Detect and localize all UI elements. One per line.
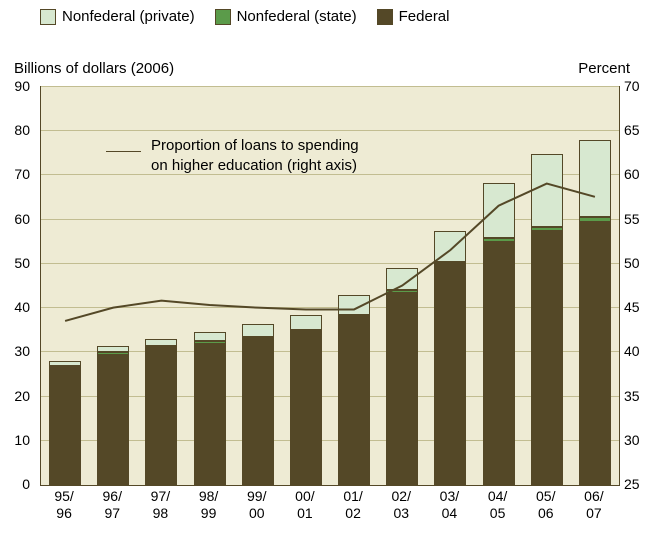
bar-segment-private [386,268,418,290]
x-tick-label: 98/ 99 [199,488,218,522]
x-tick-label: 03/ 04 [440,488,459,522]
x-tick-label: 97/ 98 [151,488,170,522]
bar-segment-private [49,361,81,365]
bar-segment-private [338,295,370,315]
bar-segment-state [145,346,177,348]
bar-segment-state [483,238,515,242]
x-tick-label: 06/ 07 [584,488,603,522]
legend: Nonfederal (private) Nonfederal (state) Fe… [40,8,449,25]
bar-segment-federal [145,348,177,485]
bar-segment-state [194,341,226,343]
y-tick-right: 50 [624,255,650,271]
y-tick-right: 55 [624,211,650,227]
bar-segment-state [434,262,466,264]
legend-label: Nonfederal (private) [62,8,195,25]
y-tick-right: 65 [624,122,650,138]
annotation-text: Proportion of loans to spending on highe… [151,136,359,177]
y-axis-right-title: Percent [578,60,630,77]
bar-segment-state [338,315,370,317]
legend-item: Federal [377,8,450,25]
y-tick-left: 30 [0,343,30,359]
bar-segment-state [531,227,563,231]
bar-segment-federal [338,317,370,485]
y-tick-right: 25 [624,476,650,492]
trend-line [65,184,595,321]
y-tick-right: 60 [624,166,650,182]
bar-segment-federal [290,332,322,485]
bar-segment-federal [194,344,226,486]
x-tick-label: 05/ 06 [536,488,555,522]
bar-segment-state [290,330,322,332]
x-tick-label: 04/ 05 [488,488,507,522]
x-tick-label: 00/ 01 [295,488,314,522]
y-tick-right: 70 [624,78,650,94]
bar-segment-private [242,324,274,337]
y-tick-left: 70 [0,166,30,182]
bar-segment-state [97,352,129,354]
legend-label: Federal [399,8,450,25]
bar-segment-federal [579,222,611,485]
bar-segment-private [290,315,322,330]
bar-segment-federal [242,339,274,485]
y-tick-left: 40 [0,299,30,315]
x-tick-label: 99/ 00 [247,488,266,522]
bar-segment-federal [483,242,515,485]
bar-segment-federal [531,231,563,485]
bar-segment-state [386,290,418,292]
y-axis-left-title: Billions of dollars (2006) [14,60,174,77]
bar-segment-private [483,183,515,238]
legend-label: Nonfederal (state) [237,8,357,25]
x-tick-label: 01/ 02 [343,488,362,522]
bar-segment-state [49,366,81,368]
legend-swatch [40,9,56,25]
y-tick-left: 60 [0,211,30,227]
x-tick-label: 95/ 96 [54,488,73,522]
gridline [41,86,619,87]
y-tick-right: 45 [624,299,650,315]
legend-item: Nonfederal (state) [215,8,357,25]
gridline [41,130,619,131]
x-tick-label: 96/ 97 [103,488,122,522]
bar-segment-federal [97,355,129,485]
bar-segment-private [145,339,177,346]
y-tick-left: 20 [0,388,30,404]
bar-segment-state [579,217,611,221]
bar-segment-federal [434,264,466,485]
y-tick-right: 35 [624,388,650,404]
legend-swatch [377,9,393,25]
legend-item: Nonfederal (private) [40,8,195,25]
bar-segment-private [97,346,129,353]
bar-segment-federal [49,368,81,485]
y-tick-left: 10 [0,432,30,448]
y-tick-left: 0 [0,476,30,492]
y-tick-left: 90 [0,78,30,94]
bar-segment-state [242,337,274,339]
y-tick-right: 40 [624,343,650,359]
bar-segment-private [579,140,611,217]
legend-swatch [215,9,231,25]
plot-area: Proportion of loans to spending on highe… [40,86,620,486]
y-tick-right: 30 [624,432,650,448]
y-tick-left: 80 [0,122,30,138]
y-tick-left: 50 [0,255,30,271]
bar-segment-private [531,154,563,227]
bar-segment-federal [386,293,418,485]
annotation-leader [106,151,141,152]
bar-segment-private [434,231,466,262]
bar-segment-private [194,332,226,341]
chart-container: Billions of dollars (2006) Percent Propo… [0,60,650,537]
x-tick-label: 02/ 03 [392,488,411,522]
